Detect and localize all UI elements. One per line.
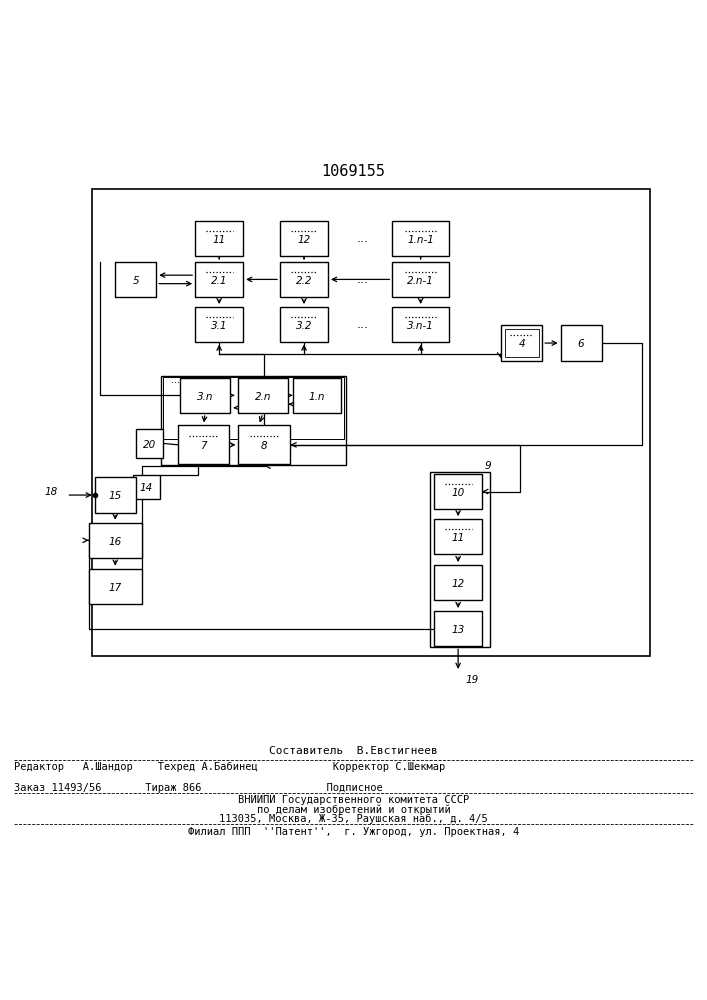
Bar <box>434 565 482 600</box>
Bar <box>392 262 449 297</box>
Text: 12: 12 <box>298 235 310 245</box>
Text: 16: 16 <box>109 537 122 547</box>
Bar <box>115 262 156 297</box>
Bar <box>280 262 328 297</box>
Text: 3.1: 3.1 <box>211 321 228 331</box>
Text: 14: 14 <box>140 483 153 493</box>
Bar <box>95 477 136 513</box>
Text: 11: 11 <box>452 533 464 543</box>
Text: 19: 19 <box>465 675 479 685</box>
Text: 5: 5 <box>132 276 139 286</box>
Text: 2.n-1: 2.n-1 <box>407 276 434 286</box>
Bar <box>178 425 229 464</box>
Bar <box>392 307 449 342</box>
Bar <box>505 329 539 357</box>
Bar <box>92 189 650 656</box>
Bar <box>434 474 482 509</box>
Bar <box>280 307 328 342</box>
Bar <box>430 472 490 647</box>
Text: 13: 13 <box>452 625 464 635</box>
Text: 1.n: 1.n <box>308 392 325 402</box>
Bar <box>195 307 243 342</box>
Text: 18: 18 <box>45 487 58 497</box>
Text: 4: 4 <box>518 339 525 349</box>
Bar <box>180 378 230 413</box>
Text: 7: 7 <box>200 441 207 451</box>
Bar <box>434 611 482 646</box>
Text: 1.n-1: 1.n-1 <box>407 235 434 245</box>
Bar <box>293 378 341 413</box>
Text: Редактор   А.Шандор    Техред А.Бабинец            Корректор С.Шекмар: Редактор А.Шандор Техред А.Бабинец Корре… <box>14 762 445 772</box>
Text: 3.n-1: 3.n-1 <box>407 321 434 331</box>
Text: 15: 15 <box>109 491 122 501</box>
Text: 20: 20 <box>144 440 156 450</box>
Bar <box>88 569 141 604</box>
Bar <box>501 325 542 361</box>
Bar <box>163 377 344 439</box>
Bar <box>238 425 291 464</box>
Bar <box>392 221 449 256</box>
Text: 1069155: 1069155 <box>322 164 385 179</box>
Text: 3.2: 3.2 <box>296 321 312 331</box>
Text: ...: ... <box>357 273 368 286</box>
Text: 12: 12 <box>452 579 464 589</box>
Bar <box>561 325 602 361</box>
Bar <box>280 221 328 256</box>
Text: 8: 8 <box>261 441 268 451</box>
Text: ...: ... <box>357 232 368 245</box>
Text: Составитель  В.Евстигнеев: Составитель В.Евстигнеев <box>269 746 438 756</box>
Text: 10: 10 <box>452 488 464 498</box>
Text: ...: ... <box>357 318 368 331</box>
Bar <box>195 262 243 297</box>
Text: 2.1: 2.1 <box>211 276 228 286</box>
Bar <box>88 523 141 558</box>
Text: 2.2: 2.2 <box>296 276 312 286</box>
Bar <box>161 376 346 465</box>
Text: 9: 9 <box>485 461 491 471</box>
Text: по делам изобретений и открытий: по делам изобретений и открытий <box>257 804 450 815</box>
Text: 17: 17 <box>109 583 122 593</box>
Text: 11: 11 <box>213 235 226 245</box>
Text: 3.n: 3.n <box>197 392 214 402</box>
Text: ВНИИПИ Государственного комитета СССР: ВНИИПИ Государственного комитета СССР <box>238 795 469 805</box>
Bar <box>434 519 482 554</box>
Text: 113035, Москва, Ж-35, Раушская наб., д. 4/5: 113035, Москва, Ж-35, Раушская наб., д. … <box>219 814 488 824</box>
Text: ...: ... <box>171 375 180 385</box>
Text: 2.n: 2.n <box>255 392 271 402</box>
Bar <box>133 475 160 499</box>
Text: Филиал ППП  ''Патент'',  г. Ужгород, ул. Проектная, 4: Филиал ППП ''Патент'', г. Ужгород, ул. П… <box>188 827 519 837</box>
Text: Заказ 11493/56       Тираж 866                    Подписное: Заказ 11493/56 Тираж 866 Подписное <box>14 783 383 793</box>
Bar <box>195 221 243 256</box>
Bar <box>238 378 288 413</box>
Text: 6: 6 <box>578 339 585 349</box>
Bar <box>136 429 163 458</box>
